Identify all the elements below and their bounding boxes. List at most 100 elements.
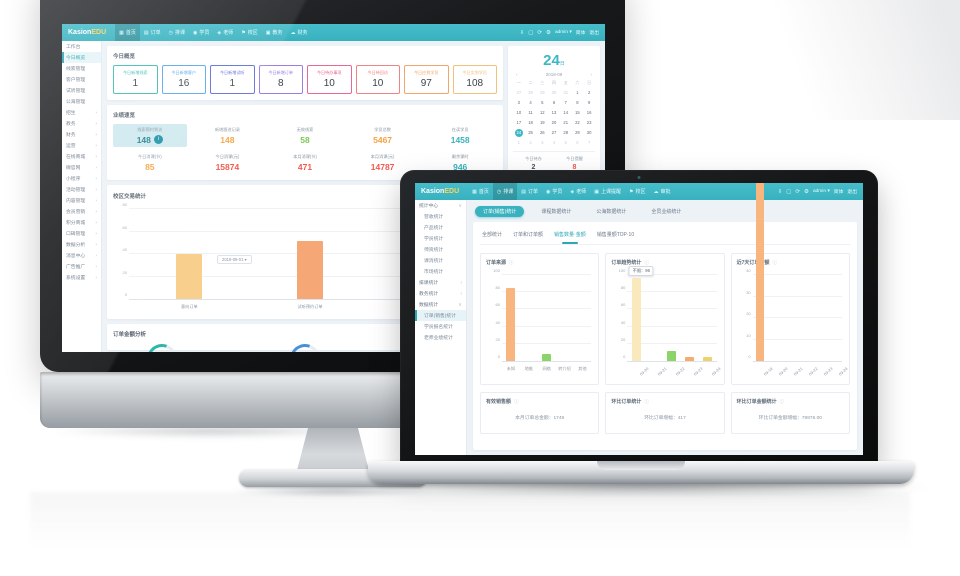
top-nav-item[interactable]: ◉ 学员 [189, 24, 213, 41]
overview-card[interactable]: 今日新增线索 1 [113, 65, 158, 94]
logout-link[interactable]: 退出 [589, 31, 599, 36]
sidebar-item[interactable]: 学员统计 [415, 233, 466, 244]
calendar-day[interactable]: 1 [576, 90, 579, 95]
sidebar-item[interactable]: 数据分析 › [62, 239, 101, 250]
calendar-day[interactable]: 12 [539, 110, 545, 115]
top-nav-item[interactable]: ◉ 学员 [542, 183, 566, 200]
sidebar-item[interactable]: 试听管理 [62, 85, 101, 96]
top-nav-item[interactable]: ▦ 首页 [115, 24, 140, 41]
overview-card[interactable]: 今日应到学员 97 [404, 65, 449, 94]
brand-logo[interactable]: KasionEDU [68, 29, 106, 36]
refresh-icon[interactable]: ⟳ [795, 188, 801, 195]
sidebar-item[interactable]: 运营 › [62, 140, 101, 151]
calendar-day[interactable]: 28 [563, 130, 569, 135]
calendar-day[interactable]: 18 [528, 120, 533, 125]
sidebar-item[interactable]: 工作台 [62, 41, 101, 52]
top-nav-item[interactable]: ▤ 订单 [140, 24, 165, 41]
calendar-day[interactable]: 7 [587, 140, 591, 145]
sidebar-item[interactable]: 公海管理 [62, 96, 101, 107]
calendar-day[interactable]: 3 [517, 100, 521, 105]
calendar-day[interactable]: 26 [539, 130, 545, 135]
info-icon[interactable]: ⓘ [514, 398, 519, 404]
bar[interactable] [542, 354, 552, 361]
stat-subtab[interactable]: 销售量额TOP·10 [596, 232, 635, 238]
bar[interactable] [631, 278, 641, 361]
calendar-day[interactable]: 27 [551, 130, 557, 135]
bar[interactable] [756, 183, 765, 361]
bar[interactable] [506, 287, 516, 361]
fullscreen-icon[interactable]: ▢ [528, 29, 534, 36]
overview-card[interactable]: 今日实到学员 108 [452, 65, 497, 94]
sidebar-item[interactable]: 数据统计 ∨ [415, 299, 466, 310]
settings-icon[interactable]: ⚙ [804, 188, 809, 195]
sidebar-item[interactable]: 教务 › [62, 118, 101, 129]
top-nav-item[interactable]: ▣ 教务 [262, 24, 287, 41]
calendar-day[interactable]: 17 [516, 120, 522, 125]
sidebar-item[interactable]: 教务统计 › [415, 288, 466, 299]
top-nav-item[interactable]: ◈ 老师 [213, 24, 237, 41]
sidebar-item[interactable]: 统计中心 ∨ [415, 200, 466, 211]
sidebar-item[interactable]: 会员营销 › [62, 206, 101, 217]
stat-subtab[interactable]: 销售数量·金额 [554, 232, 586, 238]
module-tab[interactable]: 全员业绩统计 [651, 209, 682, 215]
overview-card[interactable]: 今日新增客户 16 [161, 65, 206, 94]
calendar-day[interactable]: 14 [563, 110, 569, 115]
date-range-dropdown[interactable]: 2018-09-01 ▾ [217, 255, 252, 264]
sidebar-item[interactable]: 活动管理 › [62, 184, 101, 195]
top-nav-item[interactable]: ◷ 排课 [492, 183, 518, 200]
sidebar-item[interactable]: 系统设置 › [62, 272, 101, 283]
sidebar-item[interactable]: 财务 › [62, 129, 101, 140]
calendar-day[interactable]: 20 [551, 120, 557, 125]
overview-card[interactable]: 今日新增试听 1 [210, 65, 255, 94]
sidebar-item[interactable]: 营收统计 [415, 211, 466, 222]
sidebar-item[interactable]: 消息中心 › [62, 250, 101, 261]
overview-card[interactable]: 今日待办事项 10 [307, 65, 352, 94]
sidebar-item[interactable]: 产品统计 [415, 222, 466, 233]
calendar-day[interactable]: 9 [587, 100, 591, 105]
sidebar-item[interactable]: 客户管理 [62, 74, 101, 85]
user-menu[interactable]: admin ▾ [812, 189, 830, 194]
calendar-day[interactable]: 31 [563, 90, 569, 95]
calendar-day[interactable]: 30 [551, 90, 557, 95]
calendar-day[interactable]: 2 [587, 90, 591, 95]
bar[interactable] [703, 356, 713, 361]
bar[interactable] [685, 356, 695, 361]
calendar-day[interactable]: 24 [514, 129, 523, 137]
top-nav-item[interactable]: ▦ 首页 [468, 183, 493, 200]
calendar-day[interactable]: 1 [517, 140, 521, 145]
sidebar-item[interactable]: 学员报名统计 [415, 321, 466, 332]
top-nav-item[interactable]: ◈ 老师 [566, 183, 590, 200]
calendar-day[interactable]: 16 [586, 110, 592, 115]
download-icon[interactable]: ⇩ [519, 29, 525, 36]
stat-subtab[interactable]: 全部统计 [482, 232, 503, 238]
calendar-day[interactable]: 22 [575, 120, 580, 125]
info-icon[interactable]: ⓘ [644, 398, 649, 404]
calendar-day[interactable]: 2 [529, 140, 532, 145]
calendar-day[interactable]: 7 [564, 100, 567, 105]
calendar-day[interactable]: 6 [576, 140, 579, 145]
settings-icon[interactable]: ⚙ [546, 29, 551, 36]
calendar-day[interactable]: 11 [528, 110, 533, 115]
lang-switch[interactable]: 简体 [833, 190, 844, 195]
module-tab[interactable]: 公海数据统计 [596, 209, 627, 215]
info-icon[interactable]: ⓘ [644, 259, 649, 265]
bar[interactable] [176, 254, 203, 299]
sidebar-item[interactable]: 市场统计 [415, 266, 466, 277]
calendar-day[interactable]: 23 [586, 120, 592, 125]
user-menu[interactable]: admin ▾ [554, 30, 572, 35]
info-icon[interactable]: ⓘ [509, 259, 514, 265]
bar[interactable] [297, 240, 323, 299]
calendar-day[interactable]: 4 [552, 140, 556, 145]
sidebar-item[interactable]: 线索管理 [62, 63, 101, 74]
top-nav-item[interactable]: ☁ 审批 [650, 183, 675, 200]
stat-subtab[interactable]: 订单和订单额 [513, 232, 544, 238]
module-tab[interactable]: 订单(销售)统计 [475, 206, 525, 217]
calendar-day[interactable]: 27 [516, 90, 522, 95]
calendar-day[interactable]: 8 [576, 100, 579, 105]
refresh-icon[interactable]: ⟳ [537, 29, 543, 36]
calendar-day[interactable]: 25 [528, 130, 533, 135]
overview-card[interactable]: 今日新增订单 8 [258, 65, 303, 94]
sidebar-item[interactable]: 在线商城 › [62, 151, 101, 162]
lang-switch[interactable]: 简体 [575, 31, 586, 36]
calendar-day[interactable]: 3 [541, 140, 544, 145]
